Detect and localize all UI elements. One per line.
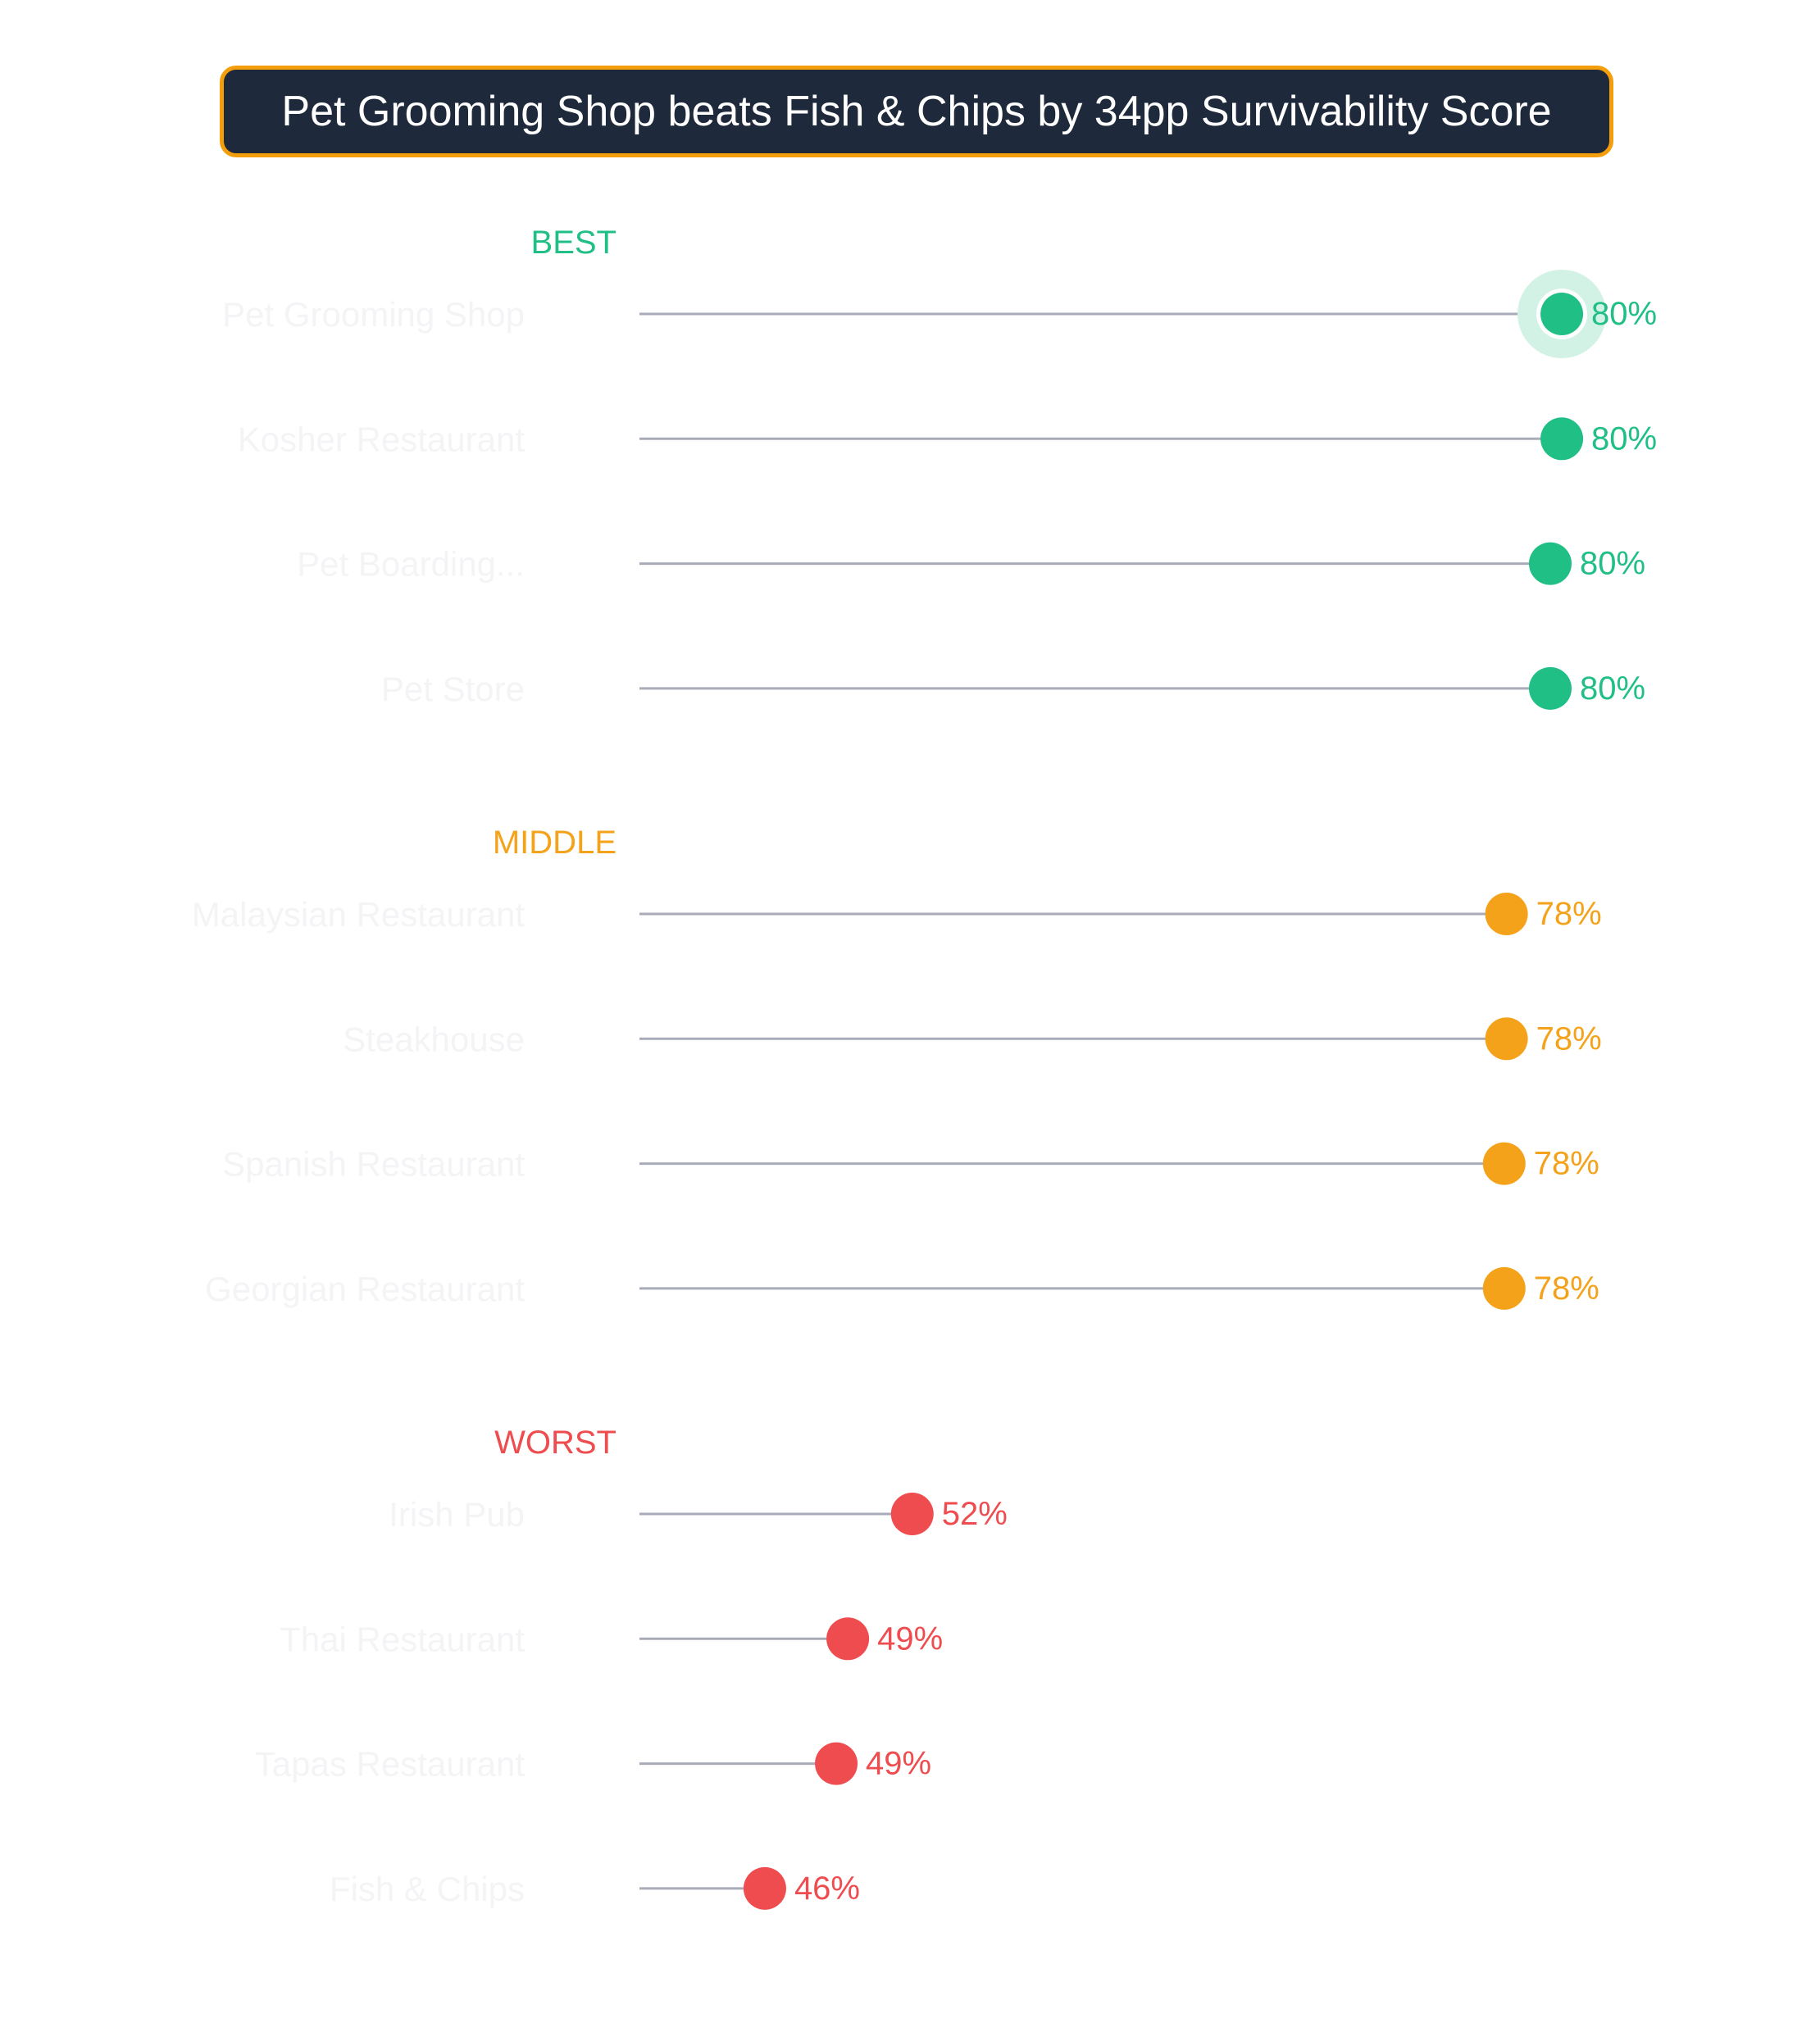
category-label-kosher-restaurant: Kosher Restaurant (238, 420, 526, 458)
category-label-malaysian-restaurant: Malaysian Restaurant (192, 895, 526, 934)
dot-georgian-restaurant (1482, 1266, 1526, 1310)
value-label-malaysian-restaurant: 78% (1536, 896, 1602, 932)
value-label-pet-store: 80% (1580, 670, 1645, 707)
dot-kosher-restaurant (1540, 417, 1584, 461)
dot-pet-grooming-shop (1540, 293, 1584, 335)
value-label-pet-boarding: 80% (1580, 546, 1645, 582)
chart-title: Pet Grooming Shop beats Fish & Chips by … (281, 88, 1552, 135)
category-label-irish-pub: Irish Pub (389, 1495, 525, 1534)
dot-pet-boarding (1529, 542, 1572, 585)
dot-fish-chips (743, 1866, 786, 1910)
value-label-thai-restaurant: 49% (877, 1621, 943, 1657)
dot-pet-store (1529, 666, 1572, 710)
chart-title-box: Pet Grooming Shop beats Fish & Chips by … (220, 66, 1613, 157)
dot-thai-restaurant (826, 1617, 870, 1661)
group-label-middle: MIDDLE (493, 825, 617, 861)
value-label-tapas-restaurant: 49% (866, 1746, 931, 1782)
category-label-georgian-restaurant: Georgian Restaurant (205, 1270, 525, 1308)
value-label-kosher-restaurant: 80% (1591, 420, 1657, 457)
value-label-irish-pub: 52% (942, 1496, 1008, 1532)
category-label-fish-chips: Fish & Chips (330, 1870, 525, 1908)
value-label-georgian-restaurant: 78% (1534, 1271, 1599, 1307)
dot-malaysian-restaurant (1485, 893, 1528, 935)
dot-irish-pub (890, 1493, 934, 1535)
group-label-best: BEST (531, 225, 617, 261)
category-label-spanish-restaurant: Spanish Restaurant (222, 1145, 525, 1184)
dot-tapas-restaurant (815, 1742, 858, 1785)
category-label-pet-boarding: Pet Boarding... (297, 545, 525, 584)
value-label-fish-chips: 46% (794, 1871, 860, 1907)
dot-spanish-restaurant (1482, 1142, 1526, 1185)
value-label-spanish-restaurant: 78% (1534, 1146, 1599, 1182)
dot-steakhouse (1485, 1017, 1528, 1061)
category-label-thai-restaurant: Thai Restaurant (280, 1620, 525, 1658)
group-label-worst: WORST (494, 1425, 617, 1461)
category-label-tapas-restaurant: Tapas Restaurant (255, 1745, 526, 1784)
category-label-pet-grooming-shop: Pet Grooming Shop (222, 295, 525, 334)
value-label-pet-grooming-shop: 80% (1591, 296, 1657, 332)
value-label-steakhouse: 78% (1536, 1020, 1602, 1057)
category-label-steakhouse: Steakhouse (343, 1020, 525, 1058)
category-label-pet-store: Pet Store (381, 670, 525, 708)
